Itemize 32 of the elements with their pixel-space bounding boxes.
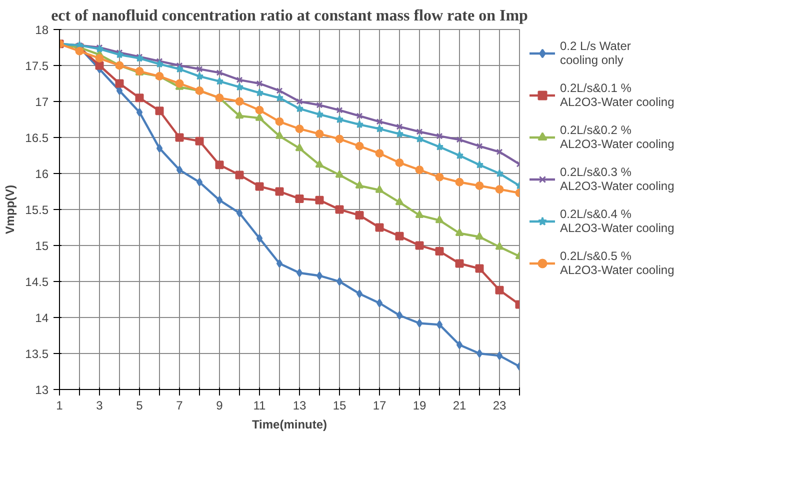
- legend-label: 0.2L/s&0.2 % AL2O3-Water cooling: [560, 123, 674, 151]
- y-tick-label: 14: [35, 311, 49, 325]
- legend-label: 0.2L/s&0.5 % AL2O3-Water cooling: [560, 249, 674, 277]
- x-tick-label: 21: [452, 398, 466, 412]
- x-tick-label: 5: [136, 398, 144, 412]
- y-tick-label: 13.5: [25, 347, 49, 361]
- y-tick-label: 18: [35, 23, 49, 37]
- legend-label: 0.2L/s&0.1 % AL2O3-Water cooling: [560, 81, 674, 109]
- y-tick-label: 16.5: [25, 131, 49, 145]
- y-tick-label: 15: [35, 239, 49, 253]
- x-tick-label: 3: [96, 398, 104, 412]
- x-tick-label: 7: [176, 398, 184, 412]
- y-axis-title: Vmpp(V): [3, 184, 18, 234]
- x-tick-label: 13: [292, 398, 306, 412]
- y-tick-label: 17.5: [25, 59, 49, 73]
- x-tick-label: 19: [412, 398, 426, 412]
- x-tick-label: 1: [56, 398, 64, 412]
- x-tick-label: 11: [253, 398, 266, 412]
- y-tick-label: 17: [35, 95, 49, 109]
- x-tick-label: 17: [372, 398, 386, 412]
- legend-label: 0.2L/s&0.4 % AL2O3-Water cooling: [560, 207, 674, 235]
- y-tick-label: 13: [35, 383, 49, 397]
- y-tick-label: 15.5: [25, 203, 49, 217]
- x-tick-label: 23: [492, 398, 506, 412]
- y-tick-label: 16: [35, 167, 49, 181]
- legend-label: 0.2 L/s Water cooling only: [560, 39, 631, 67]
- x-tick-label: 9: [216, 398, 224, 412]
- y-tick-label: 14.5: [25, 275, 49, 289]
- chart-title: ect of nanofluid concentration ratio at constant mass flow rate on Imp: [51, 8, 528, 24]
- x-tick-label: 15: [332, 398, 346, 412]
- legend-label: 0.2L/s&0.3 % AL2O3-Water cooling: [560, 165, 674, 193]
- x-axis-title: Time(minute): [252, 418, 328, 432]
